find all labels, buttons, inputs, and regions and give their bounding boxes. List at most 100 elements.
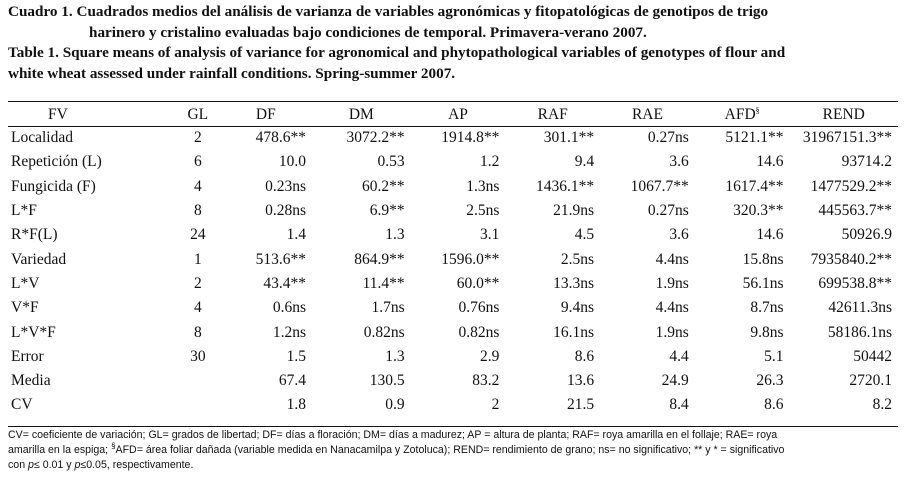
cell-df: 1.5 [286,347,306,365]
footnote-p1: p [28,459,34,472]
caption-es-line1: Cuadro 1. Cuadrados medios del análisis … [8,3,769,20]
cell-ap: 3.1 [479,226,500,244]
cell-gl: 6 [193,153,202,171]
cell-fv: R*F(L) [11,226,58,244]
cell-dm: 1.3 [385,347,405,365]
cell-ap: 1.3ns [466,177,500,195]
cell-gl: 8 [193,323,202,341]
caption-en-line2: white wheat assessed under rainfall cond… [8,64,456,82]
footnote-line3: con p≤ 0.01 y p≤0.05, respectivamente. [8,458,900,473]
cell-df: 478.6** [255,129,306,147]
cell-gl: 4 [193,299,202,317]
bottom-rule [8,426,898,427]
cell-fv: CV [11,396,33,414]
caption-es-line2: harinero y cristalino evaluadas bajo con… [89,23,647,41]
cell-dm: 1.7ns [371,299,405,317]
cell-ap: 1.2 [479,153,500,171]
table-body: Localidad 2 478.6** 3072.2** 1914.8** 301.1**… [8,126,898,418]
cell-dm: 6.9** [369,202,405,220]
cell-df: 1.2ns [272,323,306,341]
cell-rae: 8.4 [669,396,689,414]
cell-afd: 8.7ns [750,299,784,317]
cell-ap: 83.2 [472,372,500,390]
cell-rae: 1.9ns [655,323,689,341]
cell-gl: 8 [193,202,202,220]
cell-rend: 31967151.3** [802,129,892,147]
cell-afd: 56.1ns [742,274,784,292]
top-rule [8,101,898,102]
table-row: Media 67.4 130.5 83.2 13.6 24.9 26.3 2720.1 [8,369,898,393]
table-row: L*V*F 8 1.2ns 0.82ns 0.82ns 16.1ns 1.9ns 9.8ns 5… [8,320,898,344]
footnote-line1: CV= coeficiente de variación; GL= grados… [8,429,778,441]
cell-df: 0.6ns [272,299,306,317]
cell-fv: V*F [11,299,39,317]
cell-ap: 2.5ns [466,202,500,220]
cell-rend: 42611.3ns [828,299,892,317]
cell-fv: L*F [11,202,37,220]
cell-dm: 0.9 [385,396,405,414]
header-raf: RAF [537,106,568,123]
cell-rend: 445563.7** [818,202,892,220]
footnote-p2: p [74,459,81,472]
table-row: Localidad 2 478.6** 3072.2** 1914.8** 301.1**… [8,126,898,150]
cell-ap: 0.76ns [458,299,500,317]
table-row: R*F(L) 24 1.4 1.3 3.1 4.5 3.6 14.6 50926.9 [8,223,898,247]
cell-afd: 14.6 [756,153,784,171]
cell-df: 513.6** [255,250,306,268]
table-row: Fungicida (F) 4 0.23ns 60.2** 1.3ns 1436.1** 1… [8,175,898,199]
cell-rae: 3.6 [669,226,689,244]
cell-raf: 2.5ns [560,250,595,268]
table-row: L*F 8 0.28ns 6.9** 2.5ns 21.9ns 0.27ns 320.3** 4… [8,199,898,223]
header-fv: FV [48,106,68,123]
cell-gl: 2 [193,129,202,147]
cell-gl: 4 [193,177,202,195]
footnote-line2-a: amarilla en la espiga; [8,444,112,457]
table-caption: Cuadro 1. Cuadrados medios del análisis … [8,2,898,84]
cell-fv: Fungicida (F) [11,177,96,195]
cell-afd: 5.1 [764,347,784,365]
cell-dm: 0.82ns [363,323,405,341]
cell-ap: 2 [491,396,500,414]
cell-fv: Error [11,347,44,365]
cell-afd: 320.3** [733,202,784,220]
cell-ap: 2.9 [479,347,500,365]
cell-fv: L*V*F [11,323,56,341]
cell-fv: Media [11,372,51,390]
cell-rae: 4.4 [669,347,689,365]
cell-gl: 2 [193,274,202,292]
cell-rend: 93714.2 [841,153,892,171]
table-row: Variedad 1 513.6** 864.9** 1596.0** 2.5ns 4.4n… [8,247,898,271]
cell-rend: 8.2 [872,396,892,414]
footnote-line3-a: con [8,459,29,472]
header-rule [8,126,898,127]
header-afd-label: AFD [724,106,756,123]
cell-dm: 1.3 [385,226,405,244]
cell-ap: 0.82ns [458,323,500,341]
cell-afd: 8.6 [764,396,784,414]
footnote: CV= coeficiente de variación; GL= grados… [8,428,900,474]
cell-afd: 1617.4** [725,177,784,195]
cell-raf: 4.5 [574,226,595,244]
header-afd-sup: § [755,105,760,115]
header-df: DF [255,106,276,123]
cell-raf: 13.6 [566,372,595,390]
cell-afd: 14.6 [756,226,784,244]
cell-afd: 26.3 [756,372,784,390]
cell-gl: 24 [190,226,206,244]
cell-dm: 0.53 [377,153,405,171]
cell-raf: 13.3ns [553,274,595,292]
cell-dm: 60.2** [362,177,405,195]
footnote-line3-b: ≤ 0.01 y [33,459,75,472]
cell-raf: 9.4 [574,153,595,171]
cell-ap: 60.0** [456,274,500,292]
cell-df: 1.8 [286,396,306,414]
cell-rae: 0.27ns [647,129,689,147]
header-rae: RAE [631,106,663,123]
cell-rend: 7935840.2** [810,250,892,268]
table-row: L*V 2 43.4** 11.4** 60.0** 13.3ns 1.9ns 56.1ns 6… [8,272,898,296]
cell-gl: 1 [193,250,202,268]
cell-dm: 864.9** [354,250,405,268]
footnote-line2-b: AFD= área foliar dañada (variable medida… [115,444,785,457]
anova-table: FV GL DF DM AP RAF RAE AFD§ REND Localid… [8,104,898,418]
cell-gl: 30 [190,347,206,365]
